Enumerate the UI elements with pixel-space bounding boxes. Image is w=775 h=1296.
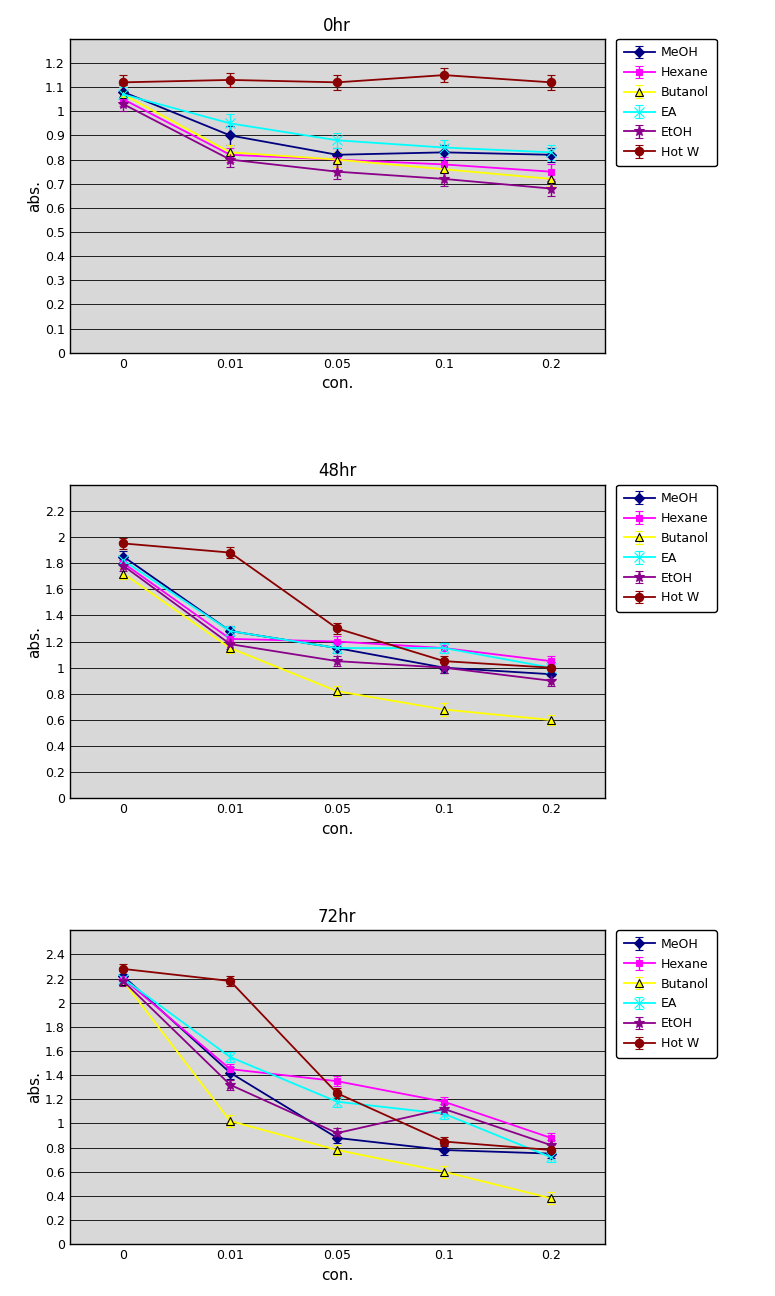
X-axis label: con.: con. <box>321 1267 353 1283</box>
Title: 0hr: 0hr <box>323 17 351 35</box>
Y-axis label: abs.: abs. <box>27 180 42 211</box>
Legend: MeOH, Hexane, Butanol, EA, EtOH, Hot W: MeOH, Hexane, Butanol, EA, EtOH, Hot W <box>616 39 717 166</box>
Legend: MeOH, Hexane, Butanol, EA, EtOH, Hot W: MeOH, Hexane, Butanol, EA, EtOH, Hot W <box>616 485 717 612</box>
Title: 48hr: 48hr <box>318 463 357 481</box>
X-axis label: con.: con. <box>321 822 353 837</box>
Y-axis label: abs.: abs. <box>27 626 42 657</box>
Title: 72hr: 72hr <box>318 908 357 925</box>
X-axis label: con.: con. <box>321 376 353 391</box>
Legend: MeOH, Hexane, Butanol, EA, EtOH, Hot W: MeOH, Hexane, Butanol, EA, EtOH, Hot W <box>616 931 717 1058</box>
Y-axis label: abs.: abs. <box>27 1072 42 1103</box>
